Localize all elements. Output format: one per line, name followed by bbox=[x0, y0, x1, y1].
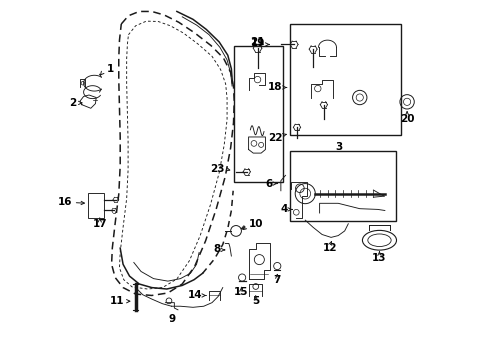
Text: 3: 3 bbox=[335, 142, 343, 152]
Text: 4: 4 bbox=[281, 204, 288, 215]
Text: 18: 18 bbox=[268, 82, 282, 93]
Text: 8: 8 bbox=[213, 244, 220, 254]
Text: 19: 19 bbox=[251, 38, 265, 48]
Bar bbox=[234, 45, 283, 182]
Text: 14: 14 bbox=[187, 291, 202, 301]
Bar bbox=[290, 151, 395, 221]
Bar bbox=[290, 24, 401, 135]
Text: 6: 6 bbox=[266, 179, 273, 189]
Text: 16: 16 bbox=[58, 197, 72, 207]
Text: 2: 2 bbox=[69, 98, 76, 108]
Text: 15: 15 bbox=[234, 287, 248, 297]
Text: 21: 21 bbox=[250, 37, 265, 47]
Text: 13: 13 bbox=[372, 253, 387, 263]
Text: 20: 20 bbox=[400, 114, 415, 124]
Bar bbox=[88, 193, 104, 218]
Text: 22: 22 bbox=[268, 133, 282, 143]
Text: 23: 23 bbox=[210, 164, 224, 174]
Text: 17: 17 bbox=[93, 219, 107, 229]
Text: 7: 7 bbox=[273, 275, 281, 285]
Text: 5: 5 bbox=[252, 296, 259, 306]
Text: 9: 9 bbox=[168, 314, 175, 324]
Text: 11: 11 bbox=[110, 296, 124, 306]
Text: 12: 12 bbox=[323, 243, 338, 253]
Text: 1: 1 bbox=[107, 64, 114, 74]
Text: 10: 10 bbox=[249, 219, 264, 229]
